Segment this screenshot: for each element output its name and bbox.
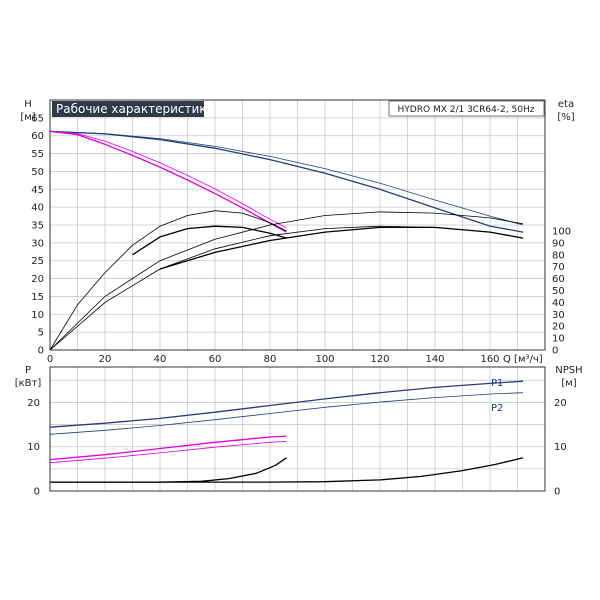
bottom-curves — [49, 380, 524, 483]
top-plot-frame — [49, 99, 546, 351]
y-tick-label-left: 35 — [31, 221, 44, 232]
x-axis-label: Q [м³/ч] — [503, 354, 543, 365]
y-tick-label-right: 70 — [552, 262, 565, 273]
curve-line — [49, 435, 287, 461]
y-tick-label-right: 100 — [552, 226, 571, 237]
p-axis-unit: [кВт] — [15, 378, 42, 389]
y-tick-label-left: 40 — [31, 203, 44, 214]
y-tick-label-left: 65 — [31, 113, 44, 124]
y-axis-label-left: H — [24, 99, 32, 110]
x-tick-label: 40 — [154, 354, 167, 365]
curve-line — [49, 130, 287, 233]
npsh-tick-label: 10 — [554, 442, 567, 453]
bottom-ticks: 0 10 20 0 10 20 — [27, 398, 566, 498]
x-tick-label: 20 — [99, 354, 112, 365]
x-tick-label: 100 — [315, 354, 334, 365]
p-tick-label: 10 — [27, 442, 40, 453]
y-axis-unit-right: [%] — [557, 112, 574, 123]
y-tick-label-right: 0 — [552, 346, 558, 357]
model-label: HYDRO MX 2/1 3CR64-2, 50Hz — [398, 105, 535, 115]
npsh-tick-label: 20 — [554, 398, 567, 409]
y-tick-label-left: 15 — [31, 292, 44, 303]
npsh-axis-unit: [м] — [561, 378, 576, 389]
p-axis-label: P — [25, 365, 31, 376]
npsh-axis-label: NPSH — [555, 365, 582, 376]
y-tick-label-left: 25 — [31, 256, 44, 267]
bottom-plot-frame — [49, 366, 546, 492]
y-tick-label-left: 10 — [31, 310, 44, 321]
y-tick-label-right: 80 — [552, 250, 565, 261]
curve-line — [49, 392, 524, 435]
top-ticks: 0510152025303540455055606501020304050607… — [31, 113, 571, 365]
y-tick-label-left: 60 — [31, 131, 44, 142]
y-tick-label-right: 10 — [552, 334, 565, 345]
p-tick-label: 0 — [34, 487, 40, 498]
curve-line — [49, 131, 524, 226]
y-axis-label-right: eta — [558, 99, 574, 110]
y-tick-label-left: 0 — [38, 346, 44, 357]
x-tick-label: 120 — [370, 354, 389, 365]
model-label-box — [388, 100, 545, 117]
top-curves — [49, 130, 524, 351]
p-tick-label: 20 — [27, 398, 40, 409]
curve-line — [49, 211, 524, 351]
x-tick-label: 60 — [209, 354, 222, 365]
top-grid — [50, 100, 545, 350]
y-tick-label-right: 40 — [552, 298, 565, 309]
y-tick-label-right: 60 — [552, 274, 565, 285]
y-axis-unit-left: [м] — [20, 112, 35, 123]
curve-line — [49, 210, 287, 351]
y-tick-label-left: 5 — [38, 328, 44, 339]
y-tick-label-left: 30 — [31, 238, 44, 249]
x-tick-label: 80 — [264, 354, 277, 365]
x-tick-label: 160 — [480, 354, 499, 365]
curve-line — [49, 130, 524, 233]
chart-title: Рабочие характеристики — [56, 102, 214, 116]
curve-line — [132, 225, 287, 256]
curve-line — [50, 457, 524, 483]
curve-line — [49, 225, 524, 351]
y-tick-label-right: 90 — [552, 238, 565, 249]
npsh-tick-label: 0 — [554, 487, 560, 498]
y-tick-label-right: 30 — [552, 310, 565, 321]
curve-line — [50, 457, 287, 483]
y-tick-label-left: 45 — [31, 185, 44, 196]
curve-line — [159, 226, 524, 270]
x-tick-label: 0 — [47, 354, 53, 365]
legend-p2: P2 — [491, 403, 503, 414]
y-tick-label-left: 50 — [31, 167, 44, 178]
curve-line — [49, 441, 287, 464]
curve-line — [49, 131, 287, 229]
y-tick-label-right: 50 — [552, 286, 565, 297]
y-tick-label-right: 20 — [552, 322, 565, 333]
chart-title-box — [52, 101, 204, 117]
legend-p1: P1 — [491, 378, 503, 389]
x-tick-label: 140 — [425, 354, 444, 365]
curve-line — [49, 380, 524, 428]
y-tick-label-left: 55 — [31, 149, 44, 160]
y-tick-label-left: 20 — [31, 274, 44, 285]
